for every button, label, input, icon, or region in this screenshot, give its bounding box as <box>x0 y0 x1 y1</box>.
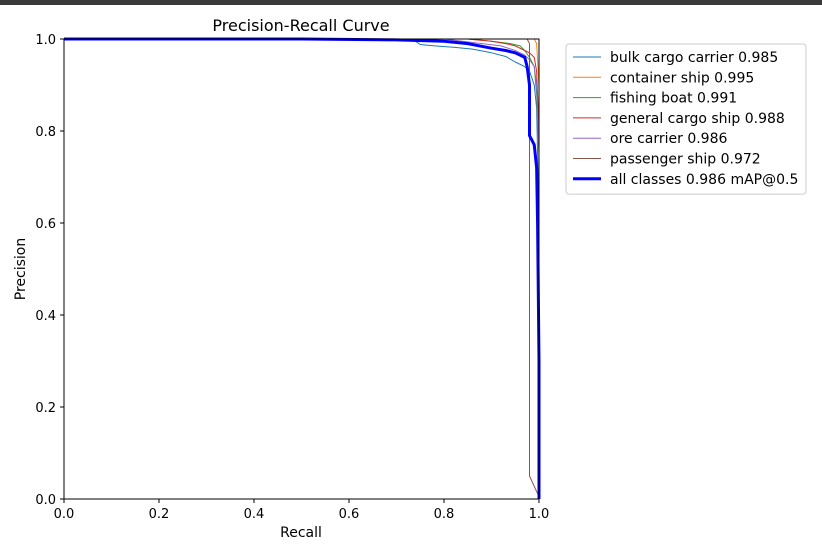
legend-label-4: ore carrier 0.986 <box>610 131 728 147</box>
series-line-3 <box>64 38 540 499</box>
x-tick-label: 0.4 <box>244 507 265 522</box>
y-tick-label: 0.8 <box>35 125 56 140</box>
legend-label-5: passenger ship 0.972 <box>610 152 761 168</box>
plot-area <box>63 37 541 500</box>
x-axis-ticks: 0.0 0.2 0.4 0.6 0.8 1.0 <box>54 499 550 522</box>
y-tick-label: 1.0 <box>35 33 56 48</box>
plot-frame <box>63 38 540 500</box>
legend-label-0: bulk cargo carrier 0.985 <box>610 50 778 66</box>
y-tick-label: 0.0 <box>35 493 56 508</box>
y-tick-label: 0.2 <box>35 401 56 416</box>
chart-legend: bulk cargo carrier 0.985 container ship 0… <box>565 43 807 195</box>
series-line-5 <box>64 38 540 499</box>
window-top-bar <box>0 0 822 5</box>
x-tick-label: 1.0 <box>529 507 550 522</box>
y-axis-ticks: 0.0 0.2 0.4 0.6 0.8 1.0 <box>35 33 64 508</box>
legend-label-6: all classes 0.986 mAP@0.5 <box>610 172 798 188</box>
x-tick-label: 0.8 <box>434 507 455 522</box>
chart-title: Precision-Recall Curve <box>212 16 389 35</box>
x-tick-label: 0.0 <box>54 507 75 522</box>
y-tick-label: 0.4 <box>35 309 56 324</box>
legend-label-3: general cargo ship 0.988 <box>610 111 785 127</box>
x-tick-label: 0.2 <box>149 507 170 522</box>
series-line-4 <box>64 38 540 499</box>
y-tick-label: 0.6 <box>35 217 56 232</box>
series-line-6 <box>64 37 541 499</box>
legend-label-2: fishing boat 0.991 <box>610 91 737 107</box>
legend-box <box>565 43 807 195</box>
series-line-2 <box>64 38 540 499</box>
legend-label-1: container ship 0.995 <box>610 70 754 86</box>
y-axis-title: Precision <box>13 238 29 300</box>
x-axis-title: Recall <box>280 525 322 541</box>
x-tick-label: 0.6 <box>339 507 360 522</box>
series-line-0 <box>64 38 540 499</box>
series-line-1 <box>64 38 540 499</box>
